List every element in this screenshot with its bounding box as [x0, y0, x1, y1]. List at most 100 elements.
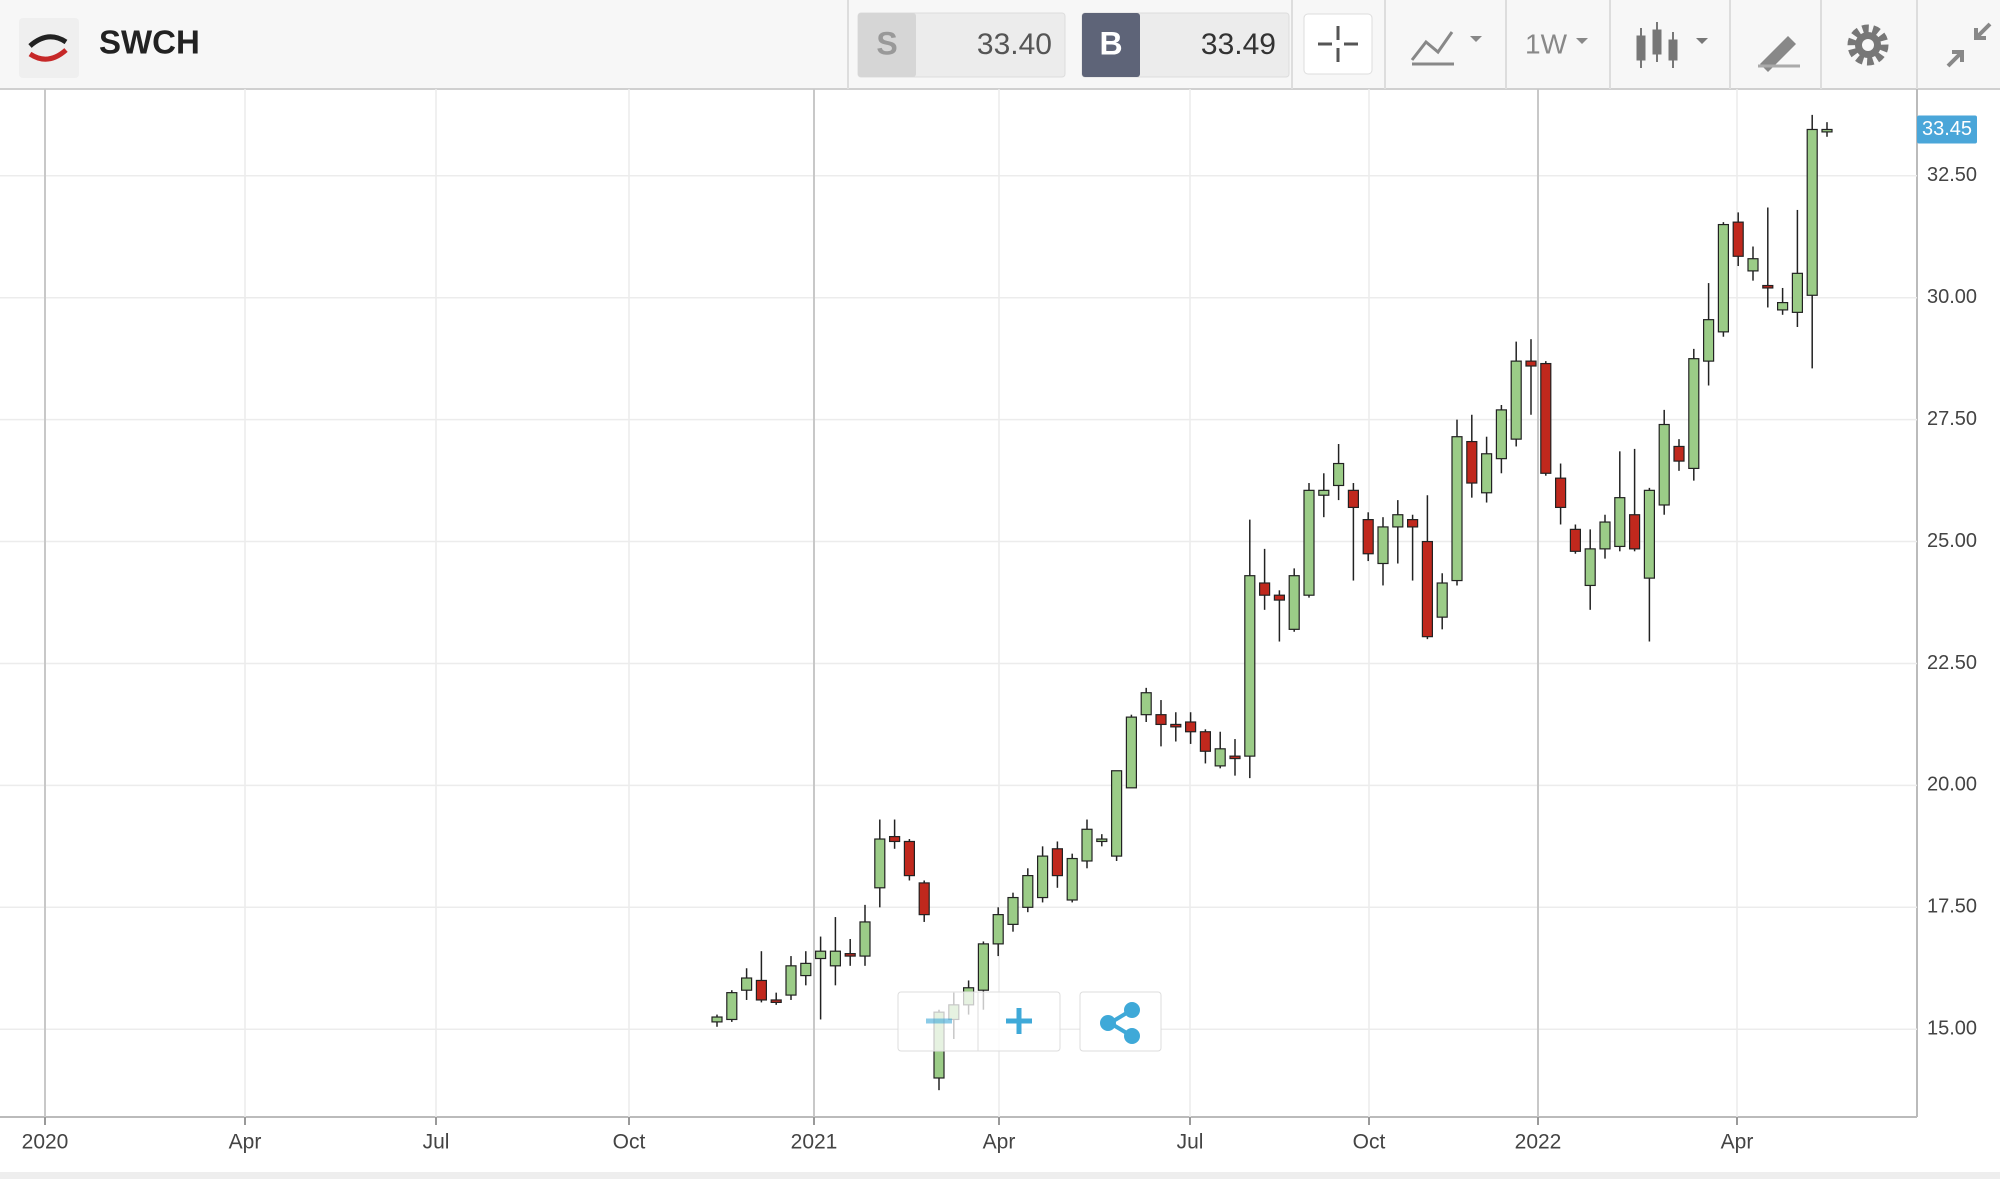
candle-body [1199, 731, 1212, 752]
candle-body [800, 962, 812, 977]
buy-label: B [1099, 25, 1122, 61]
x-tick-label: Jul [423, 1131, 450, 1154]
axis-labels: 15.00 17.50 20.00 22.50 25.00 27.50 30.00 32.50… [22, 115, 1977, 1154]
candle-body [711, 1016, 723, 1023]
interval-caret [1576, 38, 1588, 44]
candle-body [844, 953, 856, 957]
y-tick-label: 32.50 [1927, 164, 1977, 186]
candle-body [1155, 714, 1167, 726]
candle-body [1510, 360, 1522, 440]
candle-body [1392, 514, 1404, 528]
draw-button[interactable] [1758, 36, 1800, 72]
symbol: SWCH [99, 24, 200, 61]
candle-body [1776, 301, 1789, 311]
buy-button[interactable] [1081, 12, 1290, 78]
grid [0, 89, 1917, 1117]
candle-body [992, 914, 1004, 945]
y-tick-label: 30.00 [1927, 286, 1977, 308]
candle-body [1584, 548, 1596, 587]
candle-body [1318, 489, 1330, 496]
candle-body [1688, 358, 1700, 470]
x-tick-label: Apr [1721, 1131, 1754, 1154]
candle-body [1614, 497, 1626, 548]
candle-body [770, 999, 782, 1003]
buy-price: 33.49 [1201, 28, 1276, 61]
candle-body [1051, 848, 1064, 877]
candle-body [977, 943, 990, 991]
sell-button[interactable] [857, 12, 1066, 78]
candle-body [888, 835, 901, 843]
collapse-button[interactable] [1946, 22, 1992, 68]
candle-body [1288, 575, 1300, 630]
candle-body [785, 965, 797, 996]
candle-body [1184, 721, 1197, 733]
x-tick-label: Apr [983, 1131, 1016, 1154]
y-tick-label: 25.00 [1927, 530, 1977, 552]
candle-body [1806, 128, 1818, 296]
candle-body [1332, 462, 1345, 487]
candle-body [1406, 519, 1419, 528]
x-tick-label: 2021 [791, 1131, 838, 1154]
y-tick-label: 17.50 [1927, 896, 1977, 918]
x-tick-label: Apr [229, 1131, 262, 1154]
candle-body [814, 950, 827, 960]
candle-body [1081, 828, 1093, 862]
candle-body [1096, 838, 1108, 843]
candle-style-button[interactable] [1636, 22, 1708, 68]
share-icon [1100, 1002, 1140, 1044]
candle-body [1258, 582, 1271, 596]
candle-body [1540, 362, 1552, 474]
y-tick-label: 15.00 [1927, 1018, 1977, 1040]
candles [711, 114, 1833, 1091]
share-button[interactable] [1079, 991, 1162, 1052]
candle-body [1702, 319, 1715, 362]
candle-body [1273, 594, 1286, 601]
candle-body [740, 977, 753, 991]
candle-body [1170, 723, 1182, 728]
candle-body [1214, 748, 1226, 767]
candle-body [903, 840, 916, 877]
candle-body [1244, 575, 1256, 757]
settings-button[interactable] [1847, 24, 1889, 66]
last-price-box [1917, 115, 1977, 144]
candle-body [1436, 582, 1448, 618]
candle-body [1554, 477, 1567, 509]
candle-body [1377, 526, 1389, 565]
candle-body [1791, 272, 1804, 313]
candle-body [1732, 221, 1744, 257]
y-tick-label: 20.00 [1927, 774, 1977, 796]
candle-body [1495, 409, 1508, 460]
candle-body [1599, 521, 1611, 550]
scrollbar[interactable] [0, 1172, 2000, 1179]
interval[interactable]: 1W [1525, 28, 1568, 59]
candle-body [1480, 453, 1493, 494]
x-tick-label: 2020 [22, 1131, 69, 1154]
candle-body [1303, 489, 1315, 596]
candle-body [1628, 514, 1641, 550]
candle-body [859, 921, 871, 957]
candle-body [726, 992, 738, 1021]
candle-body [1036, 855, 1049, 899]
candle-body [755, 979, 768, 1001]
crosshair-button[interactable] [1303, 13, 1373, 75]
y-tick-label: 22.50 [1927, 652, 1977, 674]
candle-body [1569, 528, 1582, 552]
candle-body [1110, 770, 1123, 857]
chart-type-button[interactable] [1410, 31, 1482, 66]
candle-body [1643, 489, 1656, 579]
candle-body [1747, 258, 1759, 272]
zoom-in[interactable] [1006, 1008, 1032, 1034]
candle-body [1229, 755, 1241, 760]
candle-body [1525, 360, 1537, 367]
candle-body [829, 950, 842, 967]
candle-body [1007, 896, 1019, 925]
x-tick-label: Oct [1353, 1131, 1386, 1154]
candle-body [1658, 423, 1670, 506]
candle-body [1821, 128, 1833, 133]
candle-body [1362, 519, 1374, 555]
x-tick-label: Jul [1177, 1131, 1204, 1154]
candle-body [1451, 436, 1463, 582]
candle-body [1125, 716, 1138, 789]
